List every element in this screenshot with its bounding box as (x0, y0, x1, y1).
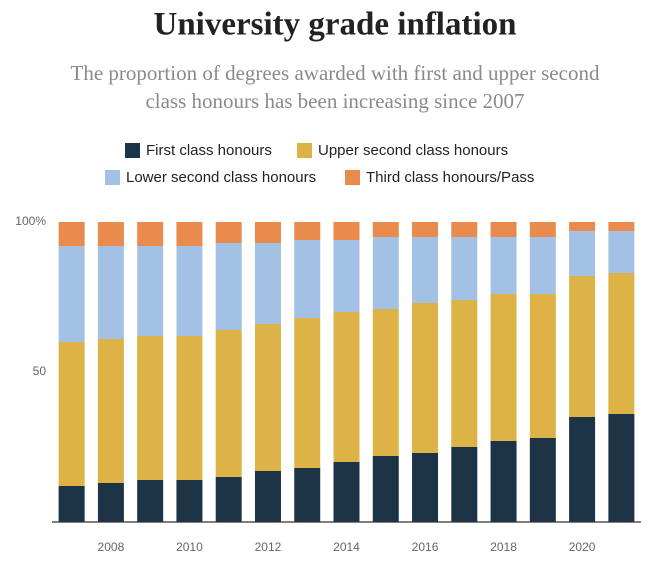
chart-subtitle: class honours has been increasing since … (145, 89, 524, 113)
legend-swatch (105, 170, 120, 185)
bar-segment (254, 222, 281, 243)
bar-segment (569, 231, 596, 276)
bar-segment (137, 246, 164, 336)
bar-segment (412, 303, 439, 453)
legend-swatch (345, 170, 360, 185)
bar-segment (569, 417, 596, 522)
bar-segment (97, 246, 124, 339)
legend-swatch (297, 143, 312, 158)
legend-label: First class honours (146, 142, 272, 159)
bar-segment (490, 294, 517, 441)
bar-segment (608, 414, 635, 522)
bar-segment (58, 342, 85, 486)
x-tick-label: 2012 (255, 540, 282, 554)
bar-segment (529, 438, 556, 522)
bar-segment (294, 318, 321, 468)
chart-subtitle: The proportion of degrees awarded with f… (71, 61, 600, 85)
bar-segment (529, 294, 556, 438)
bar-segment (58, 246, 85, 342)
bar-segment (215, 243, 242, 330)
bar-segment (529, 237, 556, 294)
bar-segment (372, 237, 399, 309)
bar-segment (294, 222, 321, 240)
bar-segment (176, 222, 203, 246)
bar-segment (490, 222, 517, 237)
chart-title: University grade inflation (154, 7, 517, 43)
bar-segment (58, 486, 85, 522)
bar-segment (608, 222, 635, 231)
bar-segment (254, 324, 281, 471)
x-tick-label: 2016 (412, 540, 439, 554)
bar-segment (333, 312, 360, 462)
bar-segment (372, 222, 399, 237)
bar-segment (490, 237, 517, 294)
bar-segment (176, 336, 203, 480)
bar-segment (372, 309, 399, 456)
bar-segment (137, 222, 164, 246)
bar-segment (254, 243, 281, 324)
y-tick-label: 50 (33, 364, 47, 378)
bar-segment (451, 222, 478, 237)
bar-segment (254, 471, 281, 522)
bar-segment (137, 480, 164, 522)
bar-segment (412, 222, 439, 237)
bar-segment (333, 462, 360, 522)
bar-segment (412, 237, 439, 303)
x-tick-label: 2008 (98, 540, 125, 554)
x-tick-label: 2018 (490, 540, 517, 554)
bar-segment (176, 480, 203, 522)
bar-segment (215, 477, 242, 522)
bar-segment (412, 453, 439, 522)
bar-segment (569, 222, 596, 231)
bar-segment (569, 276, 596, 417)
legend-label: Upper second class honours (318, 142, 508, 159)
bar-segment (333, 222, 360, 240)
x-tick-label: 2014 (333, 540, 360, 554)
bar-segment (529, 222, 556, 237)
bar-segment (333, 240, 360, 312)
legend-label: Lower second class honours (126, 169, 316, 186)
bar-segment (137, 336, 164, 480)
y-tick-label: 100% (15, 214, 46, 228)
bar-segment (294, 468, 321, 522)
bar-segment (58, 222, 85, 246)
bar-segment (451, 447, 478, 522)
bar-segment (608, 273, 635, 414)
bar-segment (215, 330, 242, 477)
bar-segment (608, 231, 635, 273)
bar-segment (97, 483, 124, 522)
bar-segment (294, 240, 321, 318)
x-tick-label: 2010 (176, 540, 203, 554)
legend-swatch (125, 143, 140, 158)
bar-segment (176, 246, 203, 336)
bar-segment (97, 339, 124, 483)
bar-segment (490, 441, 517, 522)
bar-segment (215, 222, 242, 243)
x-tick-label: 2020 (569, 540, 596, 554)
bar-segment (372, 456, 399, 522)
bar-segment (451, 300, 478, 447)
bar-segment (451, 237, 478, 300)
bar-segment (97, 222, 124, 246)
legend-label: Third class honours/Pass (366, 169, 534, 186)
